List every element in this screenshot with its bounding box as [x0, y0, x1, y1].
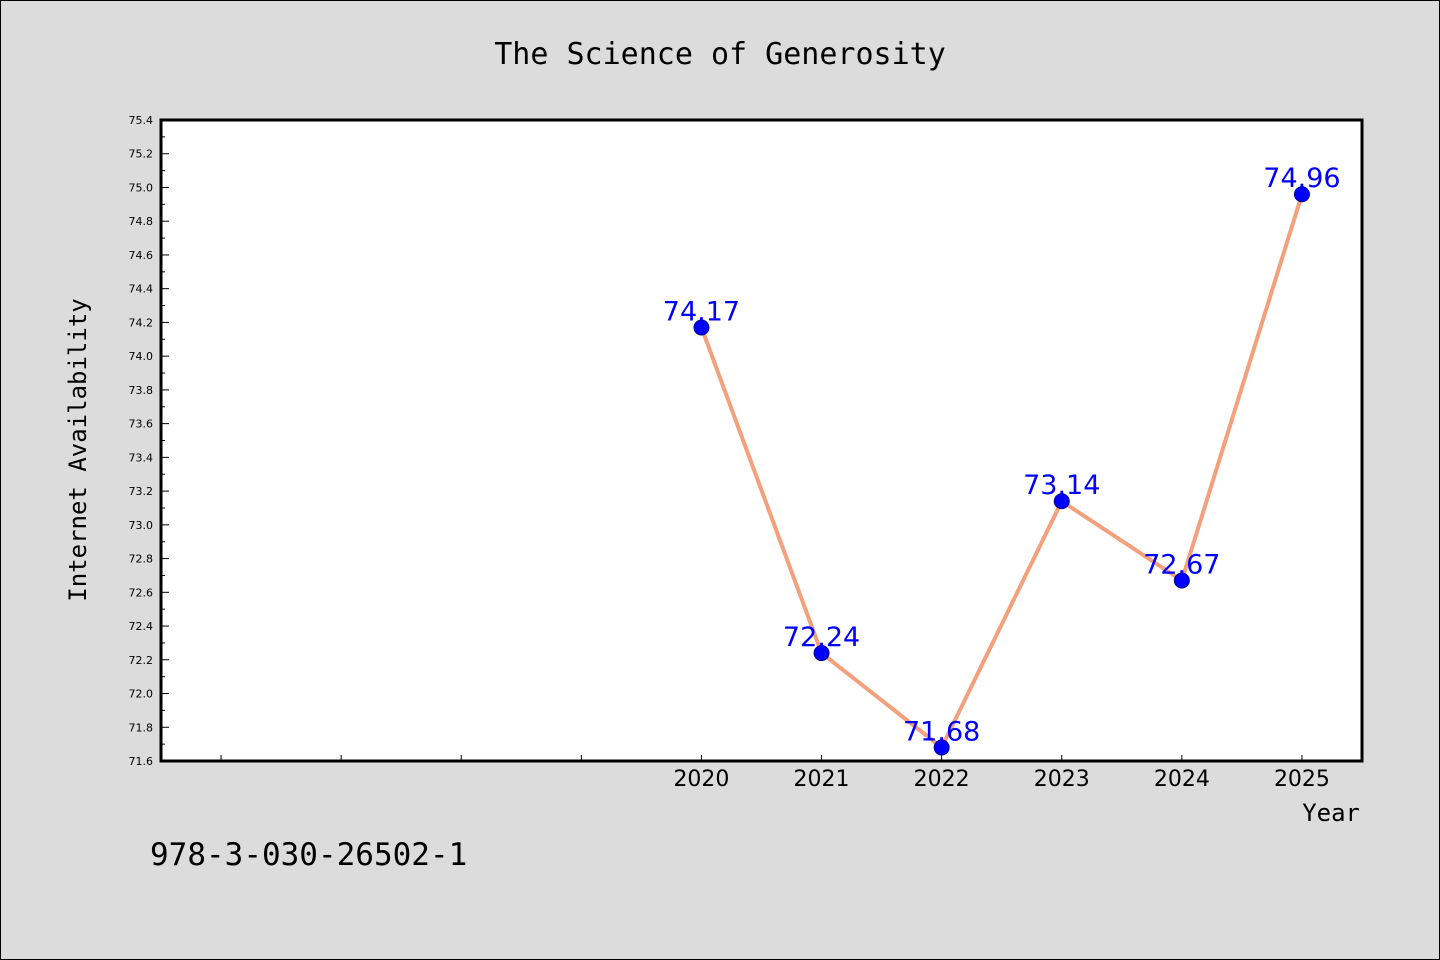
data-label: 72.24 — [783, 622, 860, 653]
data-label: 71.68 — [903, 717, 980, 748]
y-tick-label: 72.4 — [129, 620, 154, 633]
x-tick-label: 2023 — [1034, 767, 1090, 792]
data-point — [1173, 572, 1190, 589]
data-label: 72.67 — [1143, 550, 1220, 581]
data-point — [1053, 493, 1070, 510]
y-tick-label: 74.8 — [129, 215, 154, 228]
data-label: 74.96 — [1263, 163, 1340, 194]
x-tick-label: 2025 — [1274, 767, 1330, 792]
x-tick-label: 2021 — [794, 767, 850, 792]
y-tick-label: 74.4 — [129, 283, 154, 296]
y-axis-label: Internet Availability — [64, 298, 92, 601]
y-tick-label: 72.2 — [129, 654, 154, 667]
series-layer — [693, 186, 1310, 756]
series-line — [699, 193, 1304, 750]
y-tick-label: 72.8 — [129, 553, 154, 566]
y-tick-label: 75.2 — [129, 148, 154, 161]
x-axis-label: Year — [1302, 799, 1360, 827]
y-tick-label: 72.0 — [129, 688, 154, 701]
data-label: 73.14 — [1023, 470, 1100, 501]
data-point — [813, 645, 830, 662]
data-label-layer: 74.17 72.24 71.68 73.14 72.67 74.96 — [663, 163, 1341, 747]
x-axis: 2020 2021 2022 2023 2024 2025 — [220, 755, 1330, 792]
y-tick-label: 73.0 — [129, 519, 154, 532]
data-point — [933, 739, 950, 756]
y-tick-label: 73.6 — [129, 418, 154, 431]
y-tick-label: 75.4 — [129, 114, 154, 127]
y-tick-label: 74.6 — [129, 249, 154, 262]
x-tick-label: 2022 — [914, 767, 970, 792]
x-tick-label: 2020 — [673, 767, 729, 792]
y-tick-label: 73.4 — [129, 451, 154, 464]
y-tick-label: 75.0 — [129, 181, 154, 194]
data-point — [1293, 186, 1310, 203]
plot-area — [159, 118, 1364, 763]
y-tick-label: 71.8 — [129, 721, 154, 734]
y-tick-label: 72.6 — [129, 586, 154, 599]
y-tick-label: 71.6 — [129, 755, 154, 768]
y-tick-label: 74.2 — [129, 316, 154, 329]
data-point — [693, 319, 710, 336]
y-tick-label: 74.0 — [129, 350, 154, 363]
x-tick-label: 2024 — [1154, 767, 1210, 792]
isbn-text: 978-3-030-26502-1 — [150, 837, 467, 873]
data-label: 74.17 — [663, 296, 740, 327]
chart-title: The Science of Generosity — [494, 37, 946, 72]
y-axis: 71.6 71.8 72.0 72.2 72.4 72.6 72.8 73.0 73.2 73.4… — [129, 114, 169, 768]
y-tick-label: 73.2 — [129, 485, 154, 498]
y-tick-label: 73.8 — [129, 384, 154, 397]
